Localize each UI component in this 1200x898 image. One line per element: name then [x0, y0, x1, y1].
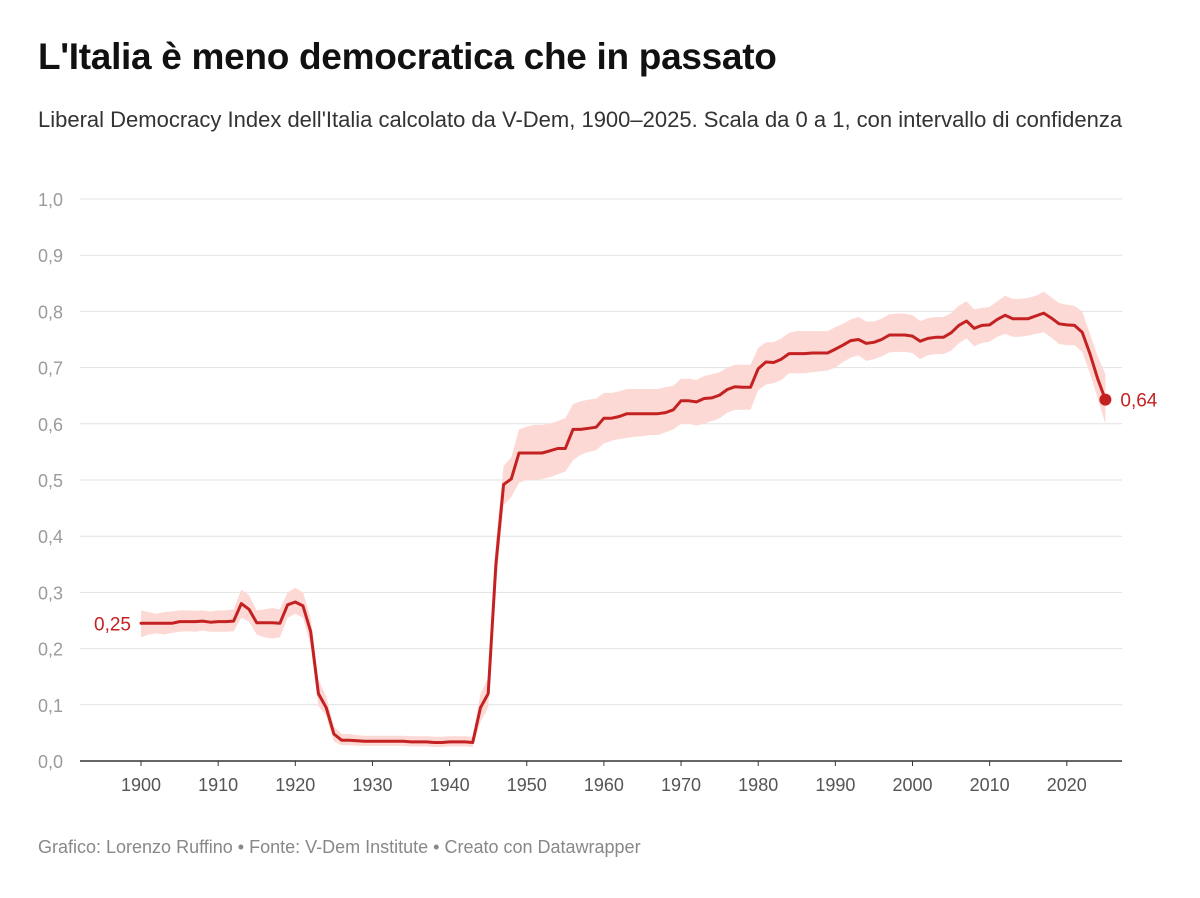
- x-tick-label: 1950: [507, 775, 547, 795]
- y-tick-label: 0,4: [38, 527, 63, 547]
- y-tick-label: 0,1: [38, 696, 63, 716]
- x-tick-label: 1930: [352, 775, 392, 795]
- x-tick-label: 1940: [430, 775, 470, 795]
- end-point-marker: [1099, 393, 1112, 406]
- chart-footer: Grafico: Lorenzo Ruffino • Fonte: V-Dem …: [38, 837, 641, 857]
- y-tick-label: 0,7: [38, 359, 63, 379]
- y-tick-label: 1,0: [38, 190, 63, 210]
- series-line-layer: [139, 311, 1107, 744]
- series-line: [139, 311, 1107, 744]
- y-tick-label: 0,6: [38, 415, 63, 435]
- y-tick-label: 0,2: [38, 640, 63, 660]
- y-tick-label: 0,5: [38, 471, 63, 491]
- y-tick-label: 0,3: [38, 583, 63, 603]
- chart-title: L'Italia è meno democratica che in passa…: [38, 36, 777, 77]
- confidence-band-layer: [141, 291, 1106, 747]
- x-tick-label: 1990: [815, 775, 855, 795]
- x-tick-label: 2010: [970, 775, 1010, 795]
- x-tick-label: 1910: [198, 775, 238, 795]
- confidence-band: [141, 291, 1106, 747]
- x-tick-label: 1920: [275, 775, 315, 795]
- x-tick-label: 1900: [121, 775, 161, 795]
- start-value-label: 0,25: [94, 614, 131, 635]
- chart-subtitle: Liberal Democracy Index dell'Italia calc…: [38, 107, 1123, 132]
- y-tick-label: 0,9: [38, 246, 63, 266]
- y-tick-label: 0,0: [38, 752, 63, 772]
- grid-lines: [80, 198, 1122, 762]
- end-value-label: 0,64: [1120, 391, 1157, 412]
- y-tick-label: 0,8: [38, 302, 63, 322]
- x-axis-ticks: 1900 1910 1920 1930 1940 1950 1960 1970 1980 1990…: [121, 761, 1087, 795]
- annotation-labels: 0,64 0,25: [94, 391, 1158, 636]
- x-tick-label: 1960: [584, 775, 624, 795]
- x-tick-label: 1970: [661, 775, 701, 795]
- x-tick-label: 2000: [892, 775, 932, 795]
- x-tick-label: 2020: [1047, 775, 1087, 795]
- x-tick-label: 1980: [738, 775, 778, 795]
- y-axis-ticks: 0,0 0,1 0,2 0,3 0,4 0,5 0,6 0,7 0,8 0,9 1,0: [38, 190, 63, 772]
